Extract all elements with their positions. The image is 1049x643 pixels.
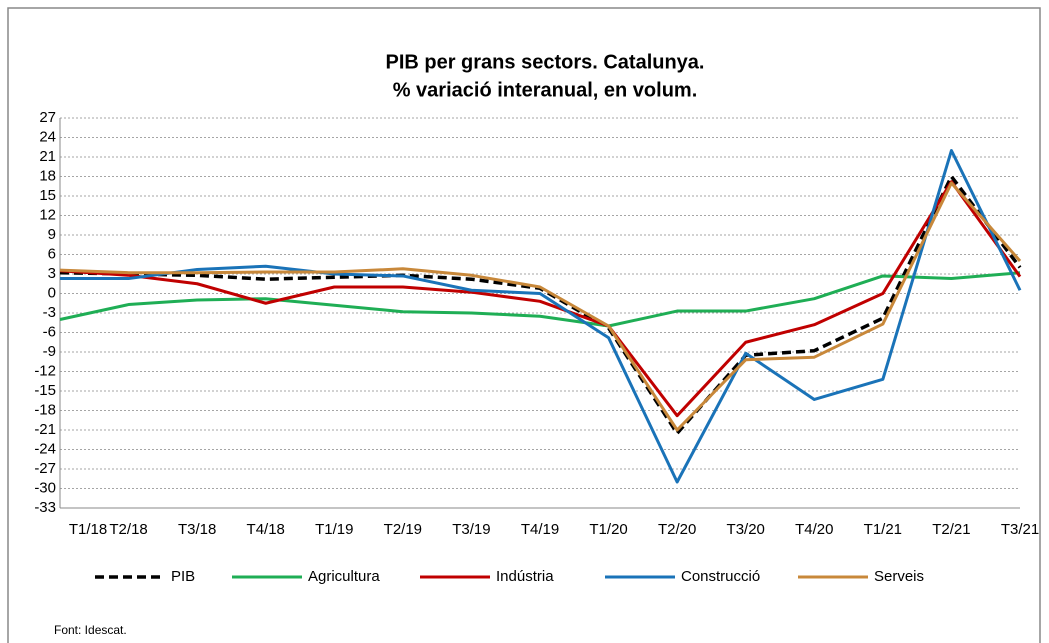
y-tick-label: -18 <box>34 401 56 418</box>
x-tick-label: T2/20 <box>658 521 696 538</box>
chart-title: PIB per grans sectors. Catalunya. <box>385 51 704 73</box>
x-tick-label: T2/19 <box>384 521 422 538</box>
x-tick-label: T3/18 <box>178 521 216 538</box>
y-tick-label: -15 <box>34 382 56 399</box>
x-tick-label: T4/19 <box>521 521 559 538</box>
y-tick-label: 18 <box>39 167 56 184</box>
legend-label: Agricultura <box>308 568 380 585</box>
series-line <box>60 149 1022 484</box>
y-tick-label: 15 <box>39 187 56 204</box>
x-tick-label: T1/18 <box>69 521 107 538</box>
y-tick-label: -9 <box>43 343 56 360</box>
chart-subtitle: % variació interanual, en volum. <box>393 79 698 101</box>
x-tick-label: T4/18 <box>247 521 285 538</box>
x-tick-label: T1/20 <box>589 521 627 538</box>
series-line <box>59 271 1021 328</box>
y-tick-label: -33 <box>34 499 56 516</box>
y-tick-label: 6 <box>48 245 56 262</box>
x-tick-label: T1/21 <box>864 521 902 538</box>
y-tick-label: 0 <box>48 284 56 301</box>
y-tick-label: -3 <box>43 304 56 321</box>
y-tick-label: 24 <box>39 128 56 145</box>
x-tick-label: T1/19 <box>315 521 353 538</box>
legend-label: PIB <box>171 568 195 585</box>
y-tick-label: -21 <box>34 421 56 438</box>
y-tick-label: 12 <box>39 206 56 223</box>
series-line <box>59 181 1022 432</box>
y-tick-label: -27 <box>34 460 56 477</box>
x-tick-label: T3/21 <box>1001 521 1039 538</box>
chart-frame <box>7 7 1041 643</box>
x-tick-label: T3/19 <box>452 521 490 538</box>
x-tick-label: T4/20 <box>795 521 833 538</box>
x-tick-label: T2/21 <box>932 521 970 538</box>
y-tick-label: 3 <box>48 265 56 282</box>
legend-label: Construcció <box>681 568 760 585</box>
source-note: Font: Idescat. <box>54 623 127 637</box>
y-tick-label: -6 <box>43 323 56 340</box>
y-tick-label: 9 <box>48 226 56 243</box>
y-tick-label: -30 <box>34 479 56 496</box>
y-tick-label: -12 <box>34 362 56 379</box>
x-tick-label: T3/20 <box>727 521 765 538</box>
y-tick-label: 27 <box>39 109 56 126</box>
y-tick-label: -24 <box>34 440 56 457</box>
x-tick-label: T2/18 <box>109 521 147 538</box>
legend-label: Serveis <box>874 568 924 585</box>
series-line <box>59 180 1022 418</box>
legend-label: Indústria <box>496 568 554 585</box>
y-tick-label: 21 <box>39 148 56 165</box>
